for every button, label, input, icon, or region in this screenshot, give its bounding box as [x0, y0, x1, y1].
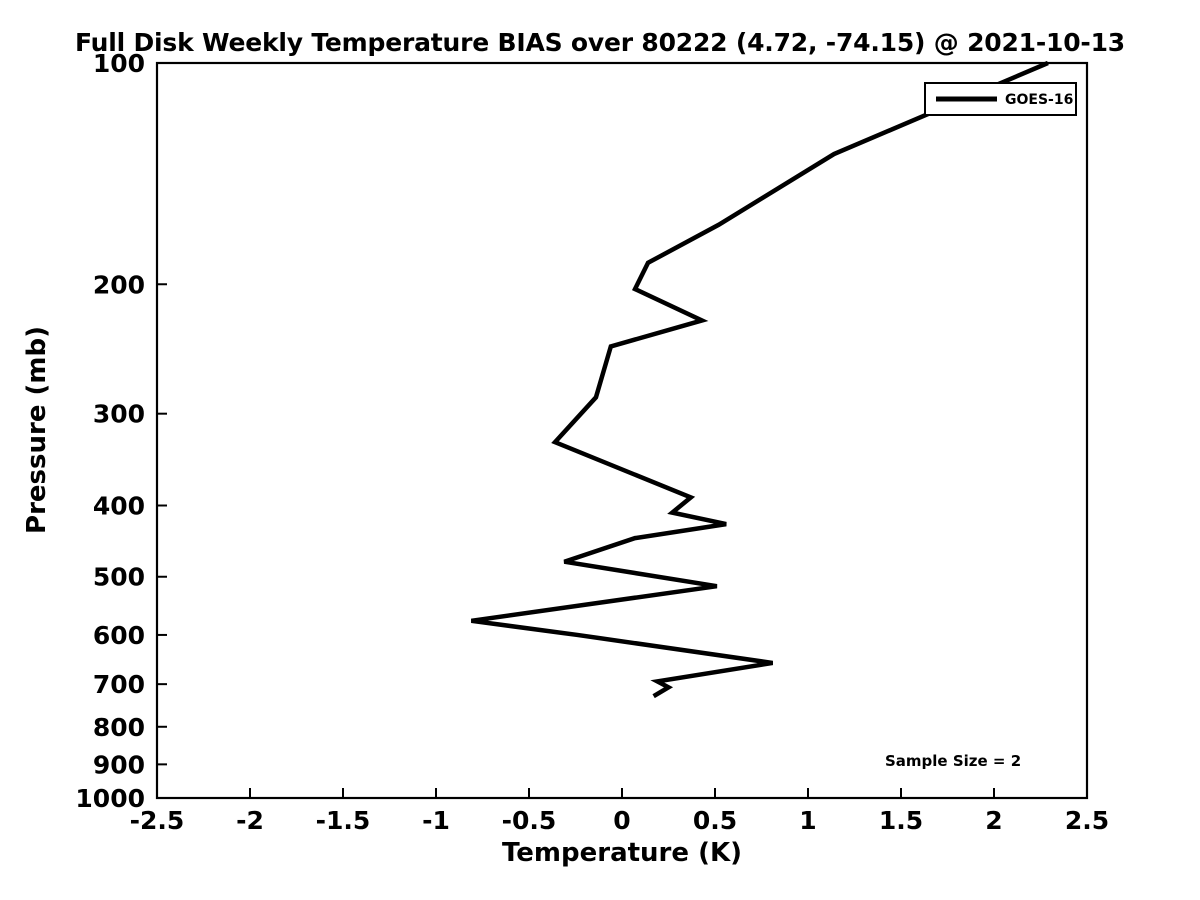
y-tick-label-9: 1000 [75, 784, 145, 813]
x-axis-ticks: -2.5 -2 -1.5 -1 -0.5 0 0.5 1 1.5 2 2.5 [130, 788, 1109, 835]
axes-frame [155, 61, 1089, 800]
y-tick-label-6: 700 [93, 670, 145, 699]
series-line-goes-16 [471, 60, 1049, 699]
y-tick-label-7: 800 [93, 713, 145, 742]
legend-label-goes-16: GOES-16 [1005, 92, 1073, 108]
annotation-group: Sample Size = 2 [885, 752, 1021, 770]
x-tick-label-2: -1.5 [316, 806, 371, 835]
x-tick-label-4: -0.5 [502, 806, 557, 835]
x-tick-label-0: -2.5 [130, 806, 185, 835]
y-tick-label-0: 100 [93, 49, 145, 78]
x-tick-label-3: -1 [422, 806, 450, 835]
page-title: Full Disk Weekly Temperature BIAS over 8… [75, 28, 1125, 57]
x-tick-label-8: 1.5 [879, 806, 923, 835]
annotation-sample-size: Sample Size = 2 [885, 752, 1021, 770]
y-tick-label-8: 900 [93, 750, 145, 779]
y-tick-label-3: 400 [93, 492, 145, 521]
x-tick-label-6: 0.5 [693, 806, 737, 835]
x-tick-label-9: 2 [985, 806, 1002, 835]
y-tick-label-4: 500 [93, 563, 145, 592]
y-axis-title: Pressure (mb) [22, 326, 52, 534]
x-tick-label-10: 2.5 [1065, 806, 1109, 835]
x-tick-label-7: 1 [799, 806, 816, 835]
y-axis-ticks: 100 200 300 400 500 600 700 800 900 1000 [75, 49, 167, 813]
y-tick-label-1: 200 [93, 270, 145, 299]
data-series-group [471, 60, 1049, 699]
y-tick-label-5: 600 [93, 621, 145, 650]
chart-legend[interactable]: GOES-16 [924, 82, 1077, 116]
x-tick-label-5: 0 [613, 806, 630, 835]
y-tick-label-2: 300 [93, 400, 145, 429]
x-axis-title: Temperature (K) [502, 838, 742, 868]
x-tick-label-1: -2 [236, 806, 264, 835]
